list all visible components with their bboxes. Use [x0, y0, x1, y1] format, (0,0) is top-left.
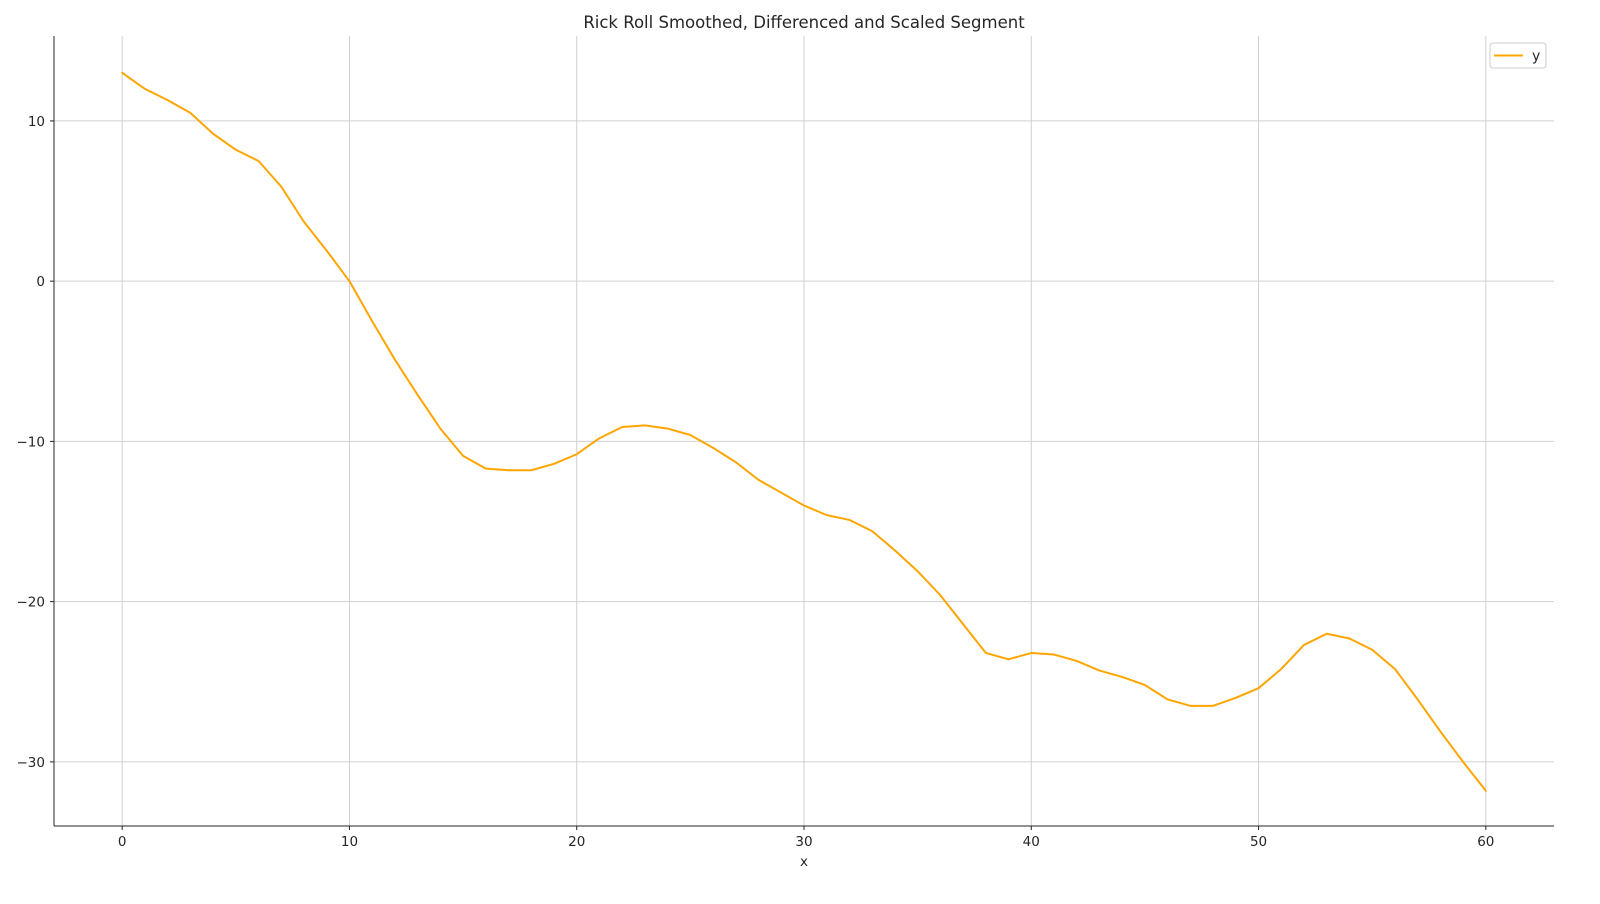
data-point [257, 160, 260, 162]
x-axis-title: x [800, 854, 808, 870]
data-point [848, 519, 851, 521]
chart-title: Rick Roll Smoothed, Differenced and Scal… [583, 13, 1025, 32]
x-tick-label: 30 [795, 834, 812, 850]
series-layer [121, 71, 1487, 792]
data-point [325, 249, 328, 252]
x-tick-label: 10 [341, 834, 358, 850]
data-point [394, 358, 396, 361]
data-point [689, 434, 692, 436]
data-point [530, 469, 533, 472]
x-tick-label: 60 [1477, 834, 1494, 850]
data-point [780, 491, 783, 494]
data-point [825, 514, 828, 516]
data-point [735, 461, 737, 464]
x-tick-label: 20 [568, 834, 585, 850]
data-point [1303, 644, 1305, 646]
data-point [757, 479, 760, 481]
data-point [1462, 761, 1464, 763]
data-point [1235, 697, 1237, 699]
data-point [121, 72, 123, 74]
data-point [189, 112, 192, 114]
data-point [1416, 698, 1419, 701]
data-point [348, 280, 351, 282]
x-tick-label: 0 [118, 834, 127, 850]
y-tick-label: 10 [28, 114, 45, 130]
data-point [371, 320, 373, 323]
data-point [553, 463, 555, 465]
data-point [621, 426, 623, 428]
data-point [1030, 652, 1033, 654]
data-point [235, 148, 237, 151]
data-point [712, 447, 714, 449]
x-tick-label: 40 [1023, 834, 1040, 850]
y-tick-label: 0 [36, 274, 45, 290]
data-point [166, 99, 169, 101]
data-point [1098, 669, 1101, 672]
data-point [303, 221, 305, 223]
data-point [1325, 632, 1328, 635]
data-point [598, 437, 601, 440]
data-point [1394, 668, 1396, 670]
legend-label-y: y [1532, 49, 1540, 65]
data-point [462, 455, 464, 457]
data-point [985, 652, 987, 654]
data-point [1166, 698, 1169, 701]
data-point [1053, 653, 1055, 656]
data-point [280, 185, 283, 188]
data-point [1257, 687, 1260, 689]
data-point [939, 594, 942, 597]
data-point [1007, 658, 1010, 661]
data-point [1280, 668, 1283, 670]
y-tick-label: −30 [17, 755, 46, 771]
data-point [666, 427, 669, 430]
data-point [871, 530, 873, 532]
data-point [894, 549, 896, 552]
data-point [212, 132, 214, 135]
axes: 0 10 20 30 40 50 60 −30 −20 −10 0 10 [17, 36, 1554, 850]
data-point [575, 453, 578, 456]
data-point [1121, 676, 1123, 678]
data-point [485, 467, 487, 470]
grid [54, 36, 1554, 826]
data-point [803, 504, 805, 507]
legend: y [1489, 42, 1547, 69]
data-point [439, 427, 442, 430]
data-point [1439, 730, 1442, 733]
data-point [916, 570, 919, 573]
data-point [507, 469, 510, 472]
data-point [1485, 789, 1487, 792]
data-point [416, 394, 419, 396]
data-point [1212, 705, 1214, 707]
data-point [1348, 637, 1351, 640]
data-point [1075, 660, 1078, 662]
data-point [1371, 648, 1373, 651]
y-tick-label: −10 [17, 434, 46, 450]
data-point [1144, 684, 1146, 686]
data-point [144, 88, 146, 90]
data-point [644, 424, 646, 427]
data-point [962, 623, 964, 625]
x-tick-label: 50 [1250, 834, 1267, 850]
data-point [1189, 705, 1192, 707]
y-tick-label: −20 [17, 595, 46, 611]
